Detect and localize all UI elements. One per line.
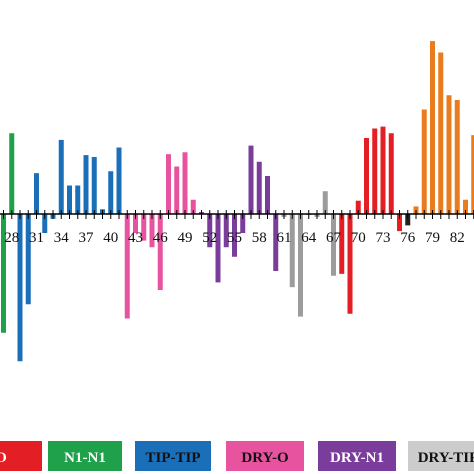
legend-item-dry-n1: DRY-N1 bbox=[318, 441, 396, 471]
bar-68 bbox=[339, 214, 345, 274]
x-tick-label: 61 bbox=[277, 230, 292, 246]
x-tick-label: 28 bbox=[4, 230, 19, 246]
legend-item-dry-tip: DRY-TIP bbox=[408, 441, 474, 471]
bar-32 bbox=[42, 214, 48, 233]
bar-47 bbox=[166, 154, 171, 214]
bar-30 bbox=[25, 214, 31, 305]
x-tick-label: 46 bbox=[153, 230, 169, 246]
bar-55 bbox=[232, 214, 237, 257]
bar-40 bbox=[108, 171, 114, 214]
legend: O N1-N1 TIP-TIP DRY-O DRY-N1 DRY-TIP bbox=[0, 441, 474, 471]
bar-57 bbox=[248, 145, 254, 214]
legend-swatch bbox=[0, 441, 42, 471]
bar-63 bbox=[298, 214, 303, 317]
legend-label: DRY-O bbox=[241, 450, 288, 466]
bar-56 bbox=[240, 214, 246, 233]
x-tick-label: 73 bbox=[376, 230, 391, 246]
x-tick-label: 58 bbox=[252, 230, 267, 246]
bar-69 bbox=[347, 214, 353, 314]
bar-67 bbox=[331, 214, 336, 276]
x-tick-label: 82 bbox=[450, 230, 465, 246]
bar-76 bbox=[405, 214, 411, 226]
x-tick-label: 37 bbox=[79, 230, 95, 246]
bar-62 bbox=[289, 214, 295, 288]
bar-41 bbox=[116, 147, 122, 214]
legend-label: DRY-N1 bbox=[330, 450, 384, 466]
bar-70 bbox=[355, 200, 361, 214]
bar-49 bbox=[182, 152, 188, 214]
legend-swatch bbox=[408, 441, 474, 471]
bar-75 bbox=[397, 214, 402, 232]
x-tick-label: 70 bbox=[351, 230, 366, 246]
x-tick-label: 40 bbox=[103, 230, 118, 246]
bar-50 bbox=[190, 199, 196, 214]
bar-52 bbox=[207, 214, 213, 248]
bar-27 bbox=[1, 214, 6, 333]
bar-54 bbox=[223, 214, 229, 248]
bar-81 bbox=[446, 95, 452, 214]
bar-36 bbox=[75, 185, 81, 214]
legend-swatch bbox=[135, 441, 211, 471]
bar-34 bbox=[58, 139, 64, 214]
bar-83 bbox=[463, 199, 468, 214]
legend-item-o: O bbox=[0, 441, 42, 471]
x-tick-label: 67 bbox=[326, 230, 342, 246]
legend-swatch bbox=[226, 441, 304, 471]
legend-swatch bbox=[318, 441, 396, 471]
legend-item-n1-n1: N1-N1 bbox=[48, 441, 122, 471]
legend-swatch bbox=[48, 441, 122, 471]
bar-73 bbox=[380, 126, 386, 214]
legend-label: O bbox=[0, 450, 7, 466]
x-tick-label: 55 bbox=[227, 230, 242, 246]
bar-71 bbox=[364, 138, 369, 214]
bar-48 bbox=[174, 166, 180, 214]
bar-59 bbox=[265, 176, 270, 214]
x-tick-label: 49 bbox=[178, 230, 193, 246]
bar-74 bbox=[388, 133, 394, 214]
bar-37 bbox=[83, 155, 89, 214]
bar-79 bbox=[430, 41, 435, 214]
bar-84 bbox=[471, 135, 474, 214]
bar-43 bbox=[133, 214, 138, 233]
x-tick-label: 43 bbox=[128, 230, 143, 246]
bar-28 bbox=[9, 133, 15, 214]
bar-38 bbox=[91, 157, 97, 214]
bar-46 bbox=[157, 214, 163, 290]
bar-80 bbox=[438, 52, 444, 214]
x-tick-label: 52 bbox=[202, 230, 217, 246]
bar-44 bbox=[141, 214, 147, 241]
bar-45 bbox=[149, 214, 155, 248]
legend-label: TIP-TIP bbox=[145, 450, 200, 466]
bar-58 bbox=[256, 161, 262, 214]
bar-60 bbox=[273, 214, 279, 271]
x-tick-label: 64 bbox=[301, 230, 317, 246]
legend-item-tip-tip: TIP-TIP bbox=[135, 441, 211, 471]
x-ticks-group: 28 31 34 37 40 43 46 49 52 55 58 61 64 67 70 73 76 79 82 bbox=[3, 210, 474, 246]
bar-78 bbox=[421, 109, 427, 214]
bars-group bbox=[1, 41, 474, 362]
bar-53 bbox=[215, 214, 221, 283]
x-tick-label: 76 bbox=[400, 230, 416, 246]
bar-72 bbox=[372, 128, 378, 214]
legend-label: DRY-TIP bbox=[418, 450, 474, 466]
legend-label: N1-N1 bbox=[64, 450, 106, 466]
legend-item-dry-o: DRY-O bbox=[226, 441, 304, 471]
bar-29 bbox=[17, 214, 23, 362]
bar-31 bbox=[34, 173, 39, 214]
bar-42 bbox=[124, 214, 130, 319]
x-tick-label: 79 bbox=[425, 230, 440, 246]
bar-66 bbox=[322, 191, 328, 214]
bar-82 bbox=[454, 100, 460, 214]
bar-35 bbox=[67, 185, 72, 214]
x-tick-label: 31 bbox=[29, 230, 44, 246]
x-tick-label: 34 bbox=[54, 230, 70, 246]
